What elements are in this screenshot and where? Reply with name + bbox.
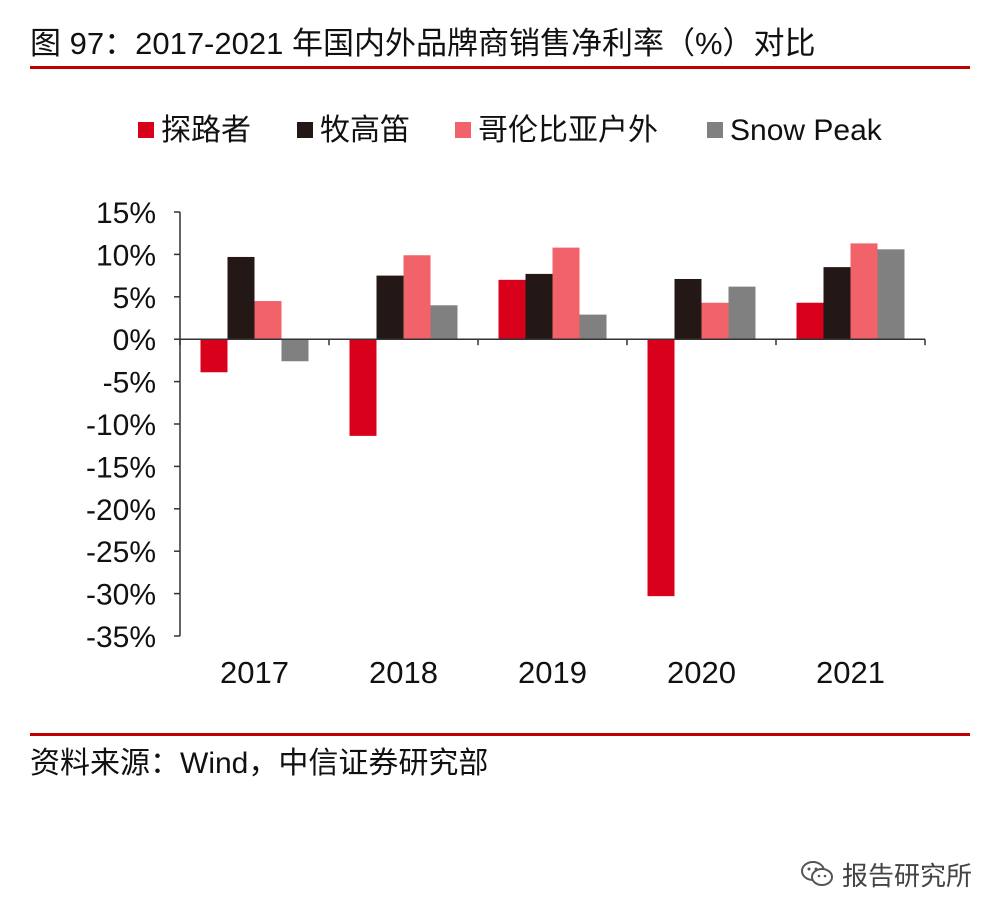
bar <box>552 247 580 340</box>
y-tick-label: 15% <box>96 197 156 230</box>
legend-swatch <box>455 122 471 138</box>
bar <box>674 278 702 340</box>
title-divider <box>30 66 970 69</box>
y-tick-label: -30% <box>86 579 156 612</box>
y-tick-label: 10% <box>96 239 156 272</box>
bar <box>227 256 255 340</box>
y-tick-label: -35% <box>86 621 156 654</box>
bar <box>579 314 607 340</box>
x-tick-label: 2019 <box>518 655 587 690</box>
legend-label: 牧高笛 <box>320 114 410 147</box>
y-tick-label: 0% <box>113 324 156 357</box>
legend-label: 哥伦比亚户外 <box>478 114 658 147</box>
y-tick-label: -20% <box>86 494 156 527</box>
source-note: 资料来源：Wind，中信证券研究部 <box>30 747 489 780</box>
x-tick-label: 2020 <box>667 655 736 690</box>
source-divider <box>30 733 970 736</box>
bar <box>647 339 675 597</box>
bar <box>254 301 282 340</box>
bar <box>701 302 729 340</box>
legend-swatch <box>138 122 154 138</box>
y-tick-label: -25% <box>86 536 156 569</box>
y-tick-label: -5% <box>103 367 156 400</box>
bar <box>200 339 228 373</box>
y-axis: 15% 10% 5% 0% -5% -10% -15% -20% -25% -30% -35% <box>86 197 181 654</box>
x-tick-label: 2018 <box>369 655 438 690</box>
bar <box>850 243 878 340</box>
watermark: 报告研究所 <box>800 858 973 891</box>
y-tick-label: 5% <box>113 282 156 315</box>
watermark-text: 报告研究所 <box>842 860 973 891</box>
legend-swatch <box>297 122 313 138</box>
bar-series <box>200 243 905 597</box>
bar <box>525 273 553 340</box>
bar <box>877 249 905 340</box>
x-axis: 2017 2018 2019 2020 2021 <box>179 338 926 690</box>
bar <box>376 275 404 340</box>
bar <box>728 286 756 340</box>
x-tick-label: 2017 <box>220 655 289 690</box>
bar <box>498 279 526 340</box>
x-tick-label: 2021 <box>816 655 885 690</box>
bar <box>430 305 458 340</box>
figure-title: 图 97：2017-2021 年国内外品牌商销售净利率（%）对比 <box>30 26 816 61</box>
legend-label: Snow Peak <box>730 114 883 147</box>
bar <box>823 267 851 340</box>
bar <box>281 339 309 362</box>
legend-label: 探路者 <box>161 114 251 147</box>
y-tick-label: -15% <box>86 451 156 484</box>
bar <box>349 339 377 436</box>
bar-chart: 探路者 牧高笛 哥伦比亚户外 Snow Peak 15% 10% 5% 0% -5% -10% -… <box>86 114 926 690</box>
bar <box>403 255 431 340</box>
wechat-icon <box>801 861 833 886</box>
legend-swatch <box>707 122 723 138</box>
y-tick-label: -10% <box>86 409 156 442</box>
bar <box>796 302 824 340</box>
chart-legend: 探路者 牧高笛 哥伦比亚户外 Snow Peak <box>138 114 883 147</box>
